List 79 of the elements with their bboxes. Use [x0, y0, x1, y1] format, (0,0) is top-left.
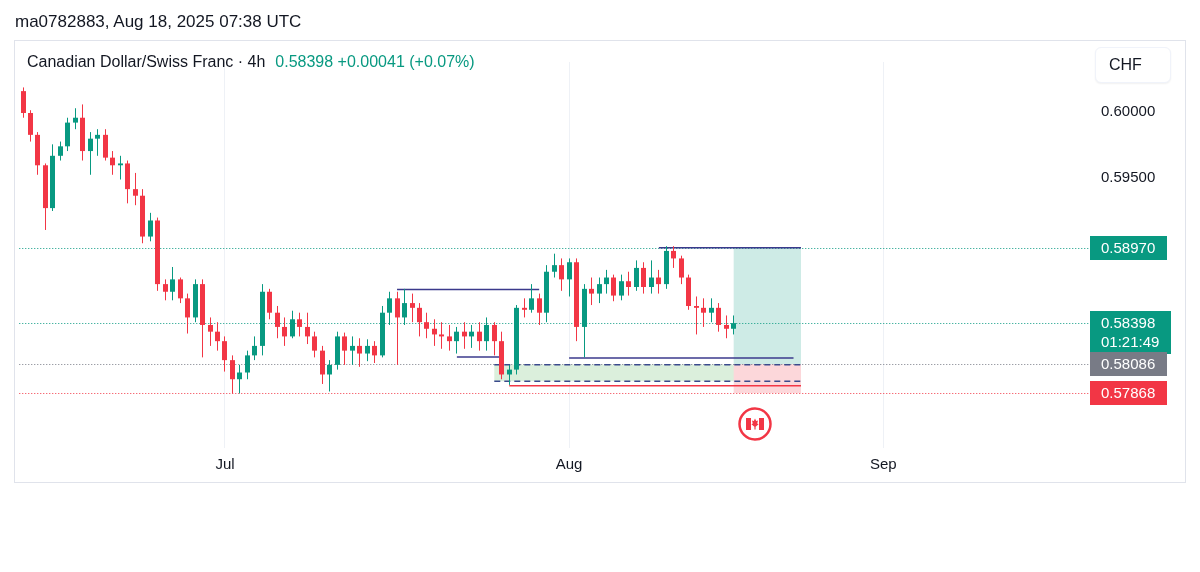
candlestick [148, 212, 153, 242]
candlestick [342, 332, 347, 366]
x-tick-label: Sep [869, 455, 897, 473]
candlestick [88, 131, 93, 176]
candlestick [417, 302, 422, 337]
candlestick [589, 277, 594, 306]
candlestick [671, 245, 676, 269]
candlestick [619, 274, 624, 301]
candlestick [439, 321, 444, 350]
candlestick [170, 266, 175, 301]
candlestick [58, 141, 63, 162]
x-tick-label: Aug [555, 455, 583, 473]
candlestick [567, 257, 572, 297]
candlestick [709, 297, 714, 323]
candlestick [282, 316, 287, 347]
candlestick [537, 293, 542, 326]
candlestick [252, 335, 257, 361]
candlestick [133, 172, 138, 206]
candlestick [103, 128, 108, 162]
candlestick [679, 255, 684, 285]
candlestick [529, 283, 534, 314]
candlestick [65, 117, 70, 152]
candlestick [357, 337, 362, 368]
y-axis-title: CHF [1095, 47, 1171, 83]
candlestick [641, 261, 646, 295]
candlestick [372, 340, 377, 364]
candlestick [208, 316, 213, 347]
candlestick [215, 321, 220, 352]
candlestick [305, 312, 310, 345]
chart-title: Canadian Dollar/Swiss Franc · 4h [27, 53, 266, 70]
x-tick-label: Jul [215, 455, 235, 473]
candlestick [701, 297, 706, 328]
ref-line-label: 0.58398 01:21:49 [1101, 314, 1160, 351]
candlestick [604, 269, 609, 295]
candlestick [178, 277, 183, 304]
candlestick [365, 338, 370, 362]
candlestick [626, 271, 631, 297]
candlestick [424, 312, 429, 339]
ref-line-label: 0.58970 [1101, 238, 1156, 256]
candlestick [656, 269, 661, 295]
ref-line-label: 0.57868 [1101, 384, 1156, 402]
ref-line-label: 0.58086 [1101, 355, 1156, 373]
text: ma0782883, Aug 18, 2025 07:38 UTC [15, 12, 302, 32]
candlestick [222, 335, 227, 373]
candlestick [28, 109, 33, 143]
candlestick [21, 86, 26, 119]
candlestick [724, 314, 729, 339]
candlestick [559, 257, 564, 292]
candlestick [694, 296, 699, 335]
candlestick [597, 277, 602, 304]
y-tick-label: 0.59500 [1101, 168, 1156, 186]
candlestick [477, 321, 482, 352]
candlestick [275, 305, 280, 339]
candlestick [163, 278, 168, 301]
candlestick [267, 288, 272, 320]
y-tick-label: 0.60000 [1101, 102, 1156, 120]
candlestick [611, 274, 616, 302]
candlestick [312, 331, 317, 358]
candlestick [454, 326, 459, 355]
candlestick [110, 150, 115, 176]
candlestick [95, 128, 100, 157]
candlestick [320, 345, 325, 385]
candlestick [73, 107, 78, 130]
candlestick [185, 293, 190, 335]
candlestick [716, 302, 721, 333]
candlestick [350, 335, 355, 366]
candlestick [327, 359, 332, 392]
candlestick [395, 291, 400, 366]
candlestick [522, 297, 527, 318]
candlestick [297, 312, 302, 337]
candlestick [492, 321, 497, 356]
candlestick [447, 324, 452, 352]
candlestick [552, 253, 557, 279]
chart-subtitle: 0.58398 +0.00041 (+0.07%) [275, 53, 475, 70]
candlestick [245, 350, 250, 380]
candlestick [118, 155, 123, 181]
candlestick [649, 259, 654, 295]
candlestick [634, 259, 639, 292]
candlestick [410, 293, 415, 323]
